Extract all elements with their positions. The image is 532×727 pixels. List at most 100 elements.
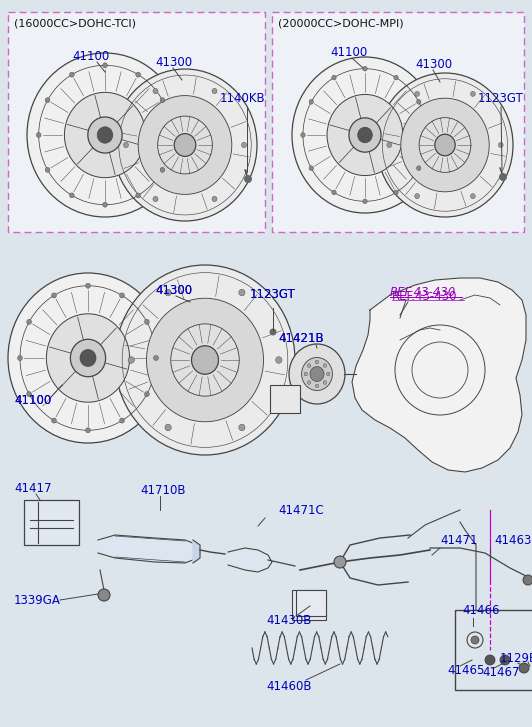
Ellipse shape [113,69,257,221]
Ellipse shape [276,357,282,364]
Ellipse shape [309,166,313,171]
Ellipse shape [307,364,311,367]
Text: 41100: 41100 [72,49,109,63]
Ellipse shape [27,392,31,397]
Bar [270,385,300,413]
Text: 41460B: 41460B [266,680,312,693]
Ellipse shape [45,167,50,172]
Ellipse shape [307,381,311,385]
Circle shape [471,636,479,644]
Polygon shape [352,278,526,472]
Ellipse shape [154,356,159,361]
Ellipse shape [394,190,398,195]
Ellipse shape [323,364,327,367]
Ellipse shape [120,293,124,298]
Circle shape [98,589,110,601]
Text: 41300: 41300 [155,55,192,68]
Ellipse shape [153,89,158,94]
Ellipse shape [332,190,336,195]
Text: 1339GA: 1339GA [14,593,61,606]
Ellipse shape [160,167,165,172]
Text: 41710B: 41710B [140,483,186,497]
Ellipse shape [332,75,336,80]
Text: 41300: 41300 [415,57,452,71]
Circle shape [523,575,532,585]
Text: 41466: 41466 [462,603,500,616]
Text: 41463: 41463 [494,534,531,547]
Ellipse shape [192,346,219,374]
Ellipse shape [169,132,173,137]
Ellipse shape [327,95,403,175]
Ellipse shape [309,100,313,104]
Text: 41300: 41300 [155,284,192,297]
Text: (20000CC>DOHC-MPI): (20000CC>DOHC-MPI) [278,19,404,29]
Ellipse shape [470,92,475,97]
Ellipse shape [157,116,212,174]
Ellipse shape [377,73,513,217]
Ellipse shape [363,199,367,204]
Ellipse shape [52,293,56,298]
Ellipse shape [292,57,438,213]
Text: (16000CC>DOHC-TCI): (16000CC>DOHC-TCI) [14,19,136,29]
Ellipse shape [103,202,107,207]
Ellipse shape [27,53,183,217]
Bar [8,12,265,232]
Ellipse shape [315,384,319,387]
Ellipse shape [36,132,41,137]
Polygon shape [193,540,200,563]
Ellipse shape [153,196,158,201]
Bar [272,12,524,232]
Ellipse shape [160,97,165,103]
Ellipse shape [80,350,96,366]
Ellipse shape [165,289,171,296]
Ellipse shape [394,75,398,80]
Ellipse shape [86,427,90,433]
Polygon shape [98,535,200,563]
Text: 41465: 41465 [447,664,484,677]
Text: 1140KB: 1140KB [220,92,265,105]
Ellipse shape [470,193,475,198]
Circle shape [500,655,510,665]
Text: 41421B: 41421B [278,332,323,345]
Ellipse shape [165,424,171,431]
Ellipse shape [327,372,330,376]
Text: 41417: 41417 [14,481,52,494]
Ellipse shape [46,314,130,402]
Ellipse shape [136,193,140,198]
Text: 41300: 41300 [155,284,192,297]
Ellipse shape [70,340,105,377]
Ellipse shape [417,100,421,104]
Ellipse shape [349,118,381,152]
Ellipse shape [115,265,295,455]
Ellipse shape [315,360,319,364]
Ellipse shape [415,193,420,198]
Ellipse shape [302,358,332,390]
Ellipse shape [212,89,217,94]
Ellipse shape [145,319,149,324]
Text: 41100: 41100 [14,393,51,406]
Circle shape [485,655,495,665]
Text: 41471C: 41471C [278,504,324,516]
Ellipse shape [242,142,246,148]
Circle shape [270,329,277,335]
Ellipse shape [425,132,429,137]
Ellipse shape [212,196,217,201]
Ellipse shape [417,166,421,171]
Ellipse shape [310,366,324,382]
Ellipse shape [387,142,392,148]
Text: 1129EW: 1129EW [500,651,532,664]
Ellipse shape [27,319,31,324]
Circle shape [499,173,507,181]
Text: REF.43-430: REF.43-430 [390,286,456,299]
Ellipse shape [138,95,232,194]
Ellipse shape [146,298,263,422]
Circle shape [519,663,529,673]
Bar [296,590,326,616]
Text: REF.43-430: REF.43-430 [392,289,458,302]
Text: 41430B: 41430B [266,614,311,627]
Ellipse shape [401,98,489,192]
Ellipse shape [128,357,135,364]
Ellipse shape [498,142,503,148]
Ellipse shape [289,344,345,404]
Ellipse shape [171,324,239,396]
